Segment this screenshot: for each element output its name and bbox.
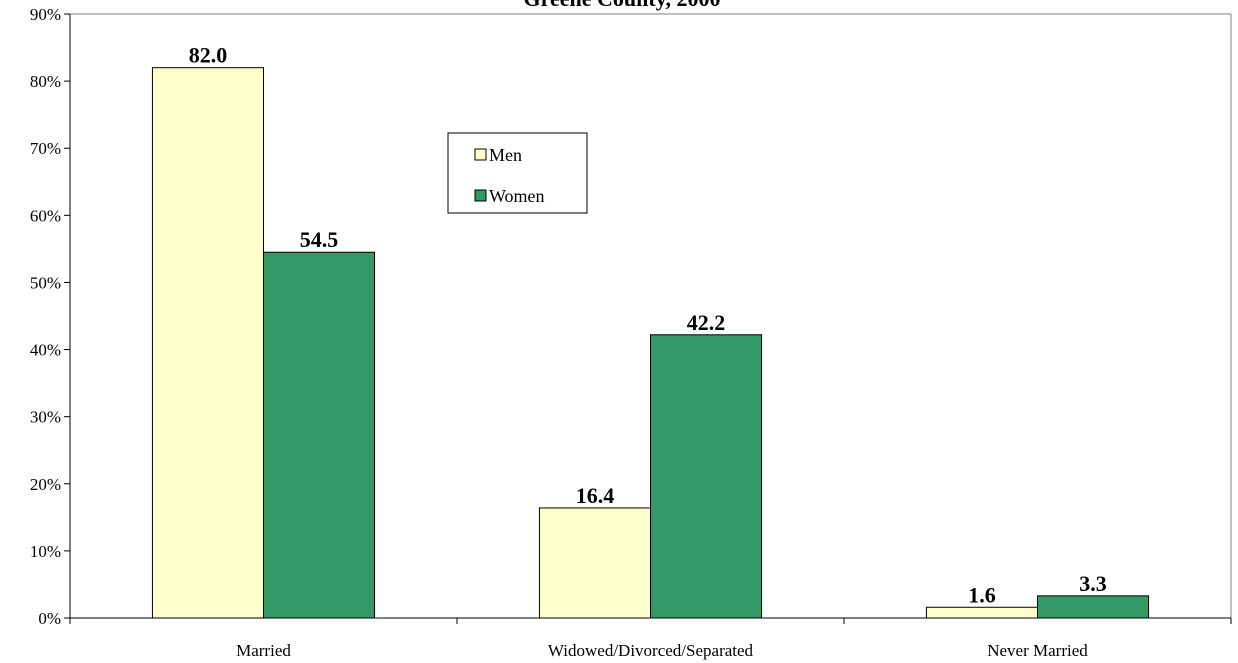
x-category-label-widowed-divorced-separated: Widowed/Divorced/Separated [548, 641, 754, 660]
legend-swatch-women [474, 189, 487, 202]
bar-men-never-married [925, 606, 1039, 619]
legend-swatch-men [474, 148, 487, 161]
legend-box [447, 132, 588, 214]
bar-men-widowed-divorced-separated [538, 507, 652, 619]
bar-women-married [263, 251, 376, 619]
legend-label-men: Men [489, 145, 522, 165]
x-category-label-married: Married [236, 641, 291, 660]
plot-frame [70, 13, 1232, 618]
bars [151, 67, 1150, 619]
legend-label-women: Women [489, 186, 545, 206]
y-tick-label: 80% [30, 72, 61, 91]
data-labels: 82.0 54.5 16.4 42.2 1.6 3.3 [189, 43, 1107, 608]
y-tick-label: 20% [30, 475, 61, 494]
y-tick-label: 10% [30, 542, 61, 561]
x-category-label-never-married: Never Married [987, 641, 1088, 660]
legend: Men Women [447, 132, 588, 214]
bar-women-never-married [1037, 595, 1150, 619]
bar-women-widowed-divorced-separated [650, 334, 763, 619]
y-tick-label: 50% [30, 273, 61, 292]
bar-men-married [151, 67, 264, 619]
data-label-men-married: 82.0 [189, 43, 228, 68]
data-label-men-widowed-divorced-separated: 16.4 [576, 483, 615, 508]
y-axis: 0% 10% 20% 30% 40% 50% 60% 70% 80% 90% [30, 5, 71, 628]
x-axis: Married Widowed/Divorced/Separated Never M… [69, 617, 1232, 660]
data-label-women-widowed-divorced-separated: 42.2 [687, 310, 726, 335]
data-label-women-married: 54.5 [300, 227, 339, 252]
y-tick-label: 60% [30, 206, 61, 225]
y-tick-label: 30% [30, 408, 61, 427]
data-label-women-never-married: 3.3 [1079, 571, 1107, 596]
y-tick-label: 90% [30, 5, 61, 24]
chart-title: Greene County, 2000 [524, 0, 721, 11]
data-label-men-never-married: 1.6 [968, 582, 996, 607]
y-tick-label: 0% [38, 609, 61, 628]
y-tick-label: 70% [30, 139, 61, 158]
y-tick-label: 40% [30, 341, 61, 360]
